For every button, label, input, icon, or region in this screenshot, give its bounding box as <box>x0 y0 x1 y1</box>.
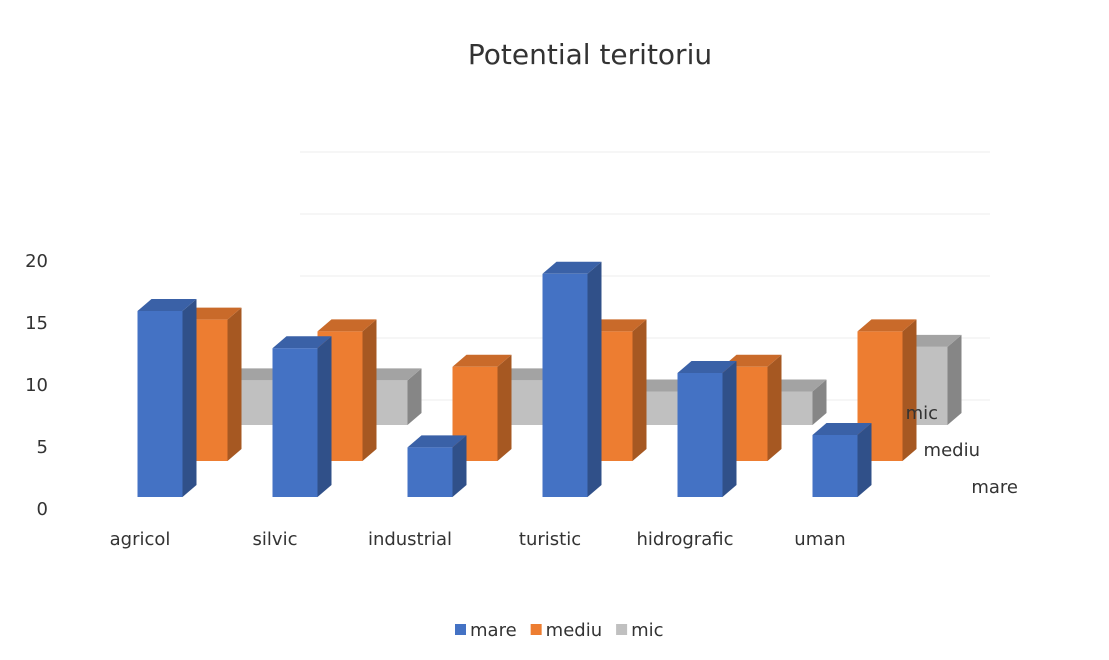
bar-side <box>452 435 467 497</box>
bar-side <box>317 336 332 497</box>
bar-side <box>227 307 242 461</box>
bar-side <box>722 361 737 497</box>
bar-top <box>767 379 827 392</box>
bar-side <box>857 423 872 497</box>
bar <box>812 435 858 497</box>
bars <box>137 261 962 497</box>
bar-top <box>362 368 422 381</box>
bar-top <box>497 368 557 381</box>
legend-label: mediu <box>546 620 602 641</box>
bar <box>542 273 588 497</box>
legend-swatch <box>616 624 628 635</box>
bar-side <box>362 319 377 461</box>
bar-top <box>272 336 332 349</box>
bar <box>272 348 318 497</box>
x-tick-label: hidrografic <box>637 529 734 550</box>
bar-top <box>857 319 917 332</box>
legend-label: mic <box>631 620 663 641</box>
bar-side <box>947 334 962 425</box>
x-tick-label: silvic <box>253 529 298 550</box>
x-tick-label: industrial <box>368 529 452 550</box>
bar-side <box>767 354 782 461</box>
bar-side <box>587 261 602 497</box>
bar-side <box>812 379 827 425</box>
bar-top <box>227 368 287 381</box>
bar-top <box>407 435 467 448</box>
bar-side <box>182 299 197 497</box>
y-tick-label: 20 <box>25 251 48 272</box>
bar-top <box>182 307 242 320</box>
bar <box>137 311 183 497</box>
y-tick-label: 0 <box>37 499 48 520</box>
depth-label: mic <box>906 403 938 424</box>
bar-top <box>902 334 962 347</box>
y-tick-label: 10 <box>25 375 48 396</box>
legend-swatch <box>530 624 542 635</box>
x-tick-label: uman <box>794 529 845 550</box>
y-tick-label: 5 <box>37 437 48 458</box>
legend-swatch <box>455 624 466 635</box>
bar-top <box>317 319 377 332</box>
bar-top <box>587 319 647 332</box>
bar-top <box>677 361 737 373</box>
legend: mare mediu mic <box>455 620 664 641</box>
bar-top <box>812 423 872 435</box>
bar-top <box>542 261 602 274</box>
bar-side <box>407 368 422 425</box>
x-tick-label: agricol <box>110 529 171 550</box>
bar-side <box>902 319 917 461</box>
bar-top <box>722 354 782 367</box>
bar-top <box>452 354 512 367</box>
chart-title: Potential teritoriu <box>468 38 712 71</box>
legend-label: mare <box>470 620 517 641</box>
depth-label: mare <box>971 477 1018 498</box>
bar-top <box>137 299 197 311</box>
labels: 0 5 10 15 20 mic mediu mare agricol silvic industr… <box>25 251 1018 550</box>
bar <box>407 447 453 497</box>
depth-label: mediu <box>924 440 980 461</box>
bar-side <box>632 319 647 461</box>
bar-side <box>497 354 512 461</box>
x-tick-label: turistic <box>519 529 581 550</box>
y-tick-label: 15 <box>25 313 48 334</box>
bar <box>677 373 723 497</box>
bar-top <box>632 379 692 392</box>
